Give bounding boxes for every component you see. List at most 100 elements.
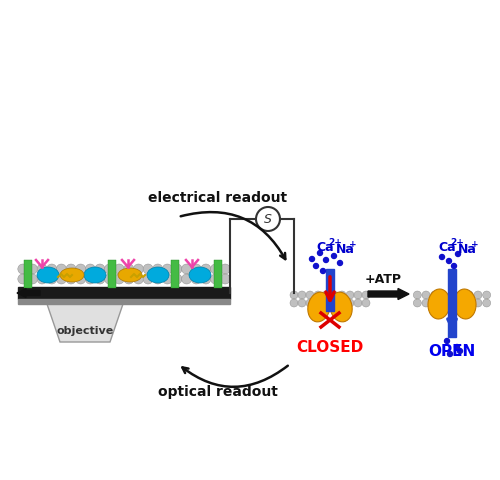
Circle shape: [454, 345, 460, 350]
FancyBboxPatch shape: [18, 288, 230, 300]
Circle shape: [182, 275, 192, 285]
Text: Ca: Ca: [438, 241, 456, 254]
Circle shape: [152, 264, 162, 275]
Circle shape: [322, 300, 330, 307]
Circle shape: [338, 261, 342, 266]
FancyBboxPatch shape: [24, 261, 32, 288]
Circle shape: [66, 275, 76, 285]
Circle shape: [182, 264, 192, 275]
Circle shape: [18, 275, 28, 285]
Circle shape: [76, 275, 86, 285]
Circle shape: [104, 264, 115, 275]
Circle shape: [124, 264, 134, 275]
Circle shape: [314, 300, 322, 307]
Circle shape: [482, 300, 490, 307]
Ellipse shape: [118, 268, 142, 282]
Text: OPEN: OPEN: [428, 344, 476, 359]
Circle shape: [474, 300, 482, 307]
Ellipse shape: [84, 267, 106, 283]
Circle shape: [290, 300, 298, 307]
Circle shape: [440, 291, 448, 300]
Circle shape: [220, 275, 230, 285]
Text: optical readout: optical readout: [158, 384, 278, 398]
Text: Ca: Ca: [316, 241, 334, 254]
Circle shape: [456, 300, 464, 307]
Text: S: S: [264, 213, 272, 226]
Text: CLOSED: CLOSED: [296, 340, 364, 355]
FancyBboxPatch shape: [448, 269, 456, 337]
Polygon shape: [47, 304, 123, 342]
Circle shape: [306, 300, 314, 307]
Circle shape: [448, 352, 452, 357]
Ellipse shape: [330, 292, 352, 322]
Circle shape: [290, 291, 298, 300]
Circle shape: [354, 291, 362, 300]
Circle shape: [152, 275, 162, 285]
Ellipse shape: [147, 267, 169, 283]
Circle shape: [28, 275, 38, 285]
Circle shape: [201, 275, 211, 285]
Circle shape: [124, 275, 134, 285]
Ellipse shape: [60, 268, 84, 282]
Circle shape: [430, 300, 438, 307]
Ellipse shape: [454, 289, 476, 319]
Text: 2+: 2+: [450, 238, 464, 247]
Circle shape: [482, 291, 490, 300]
Circle shape: [298, 291, 306, 300]
Circle shape: [318, 251, 322, 256]
Circle shape: [95, 275, 105, 285]
Text: +ATP: +ATP: [364, 273, 402, 286]
Circle shape: [95, 264, 105, 275]
Circle shape: [298, 300, 306, 307]
Circle shape: [430, 291, 438, 300]
Circle shape: [162, 264, 172, 275]
Ellipse shape: [308, 292, 330, 322]
Circle shape: [362, 300, 370, 307]
FancyBboxPatch shape: [326, 269, 334, 312]
Circle shape: [332, 254, 336, 259]
Circle shape: [466, 300, 473, 307]
Circle shape: [362, 291, 370, 300]
Circle shape: [37, 264, 47, 275]
Circle shape: [414, 291, 422, 300]
Circle shape: [46, 275, 56, 285]
Circle shape: [143, 264, 153, 275]
Circle shape: [338, 300, 346, 307]
Circle shape: [422, 291, 430, 300]
Circle shape: [414, 300, 422, 307]
Text: +: +: [349, 240, 356, 249]
Text: objective: objective: [56, 325, 114, 336]
Circle shape: [440, 300, 448, 307]
Circle shape: [456, 252, 460, 257]
Circle shape: [210, 264, 220, 275]
Ellipse shape: [428, 289, 450, 319]
Circle shape: [448, 300, 456, 307]
Circle shape: [322, 291, 330, 300]
FancyBboxPatch shape: [108, 261, 116, 288]
Circle shape: [320, 269, 326, 274]
Circle shape: [162, 275, 172, 285]
Circle shape: [456, 291, 464, 300]
Circle shape: [314, 264, 318, 269]
Text: electrical readout: electrical readout: [148, 191, 288, 204]
Ellipse shape: [37, 267, 59, 283]
Circle shape: [114, 264, 124, 275]
Ellipse shape: [189, 267, 211, 283]
Circle shape: [46, 264, 56, 275]
Circle shape: [466, 291, 473, 300]
Circle shape: [86, 264, 96, 275]
Circle shape: [56, 275, 66, 285]
Circle shape: [446, 259, 452, 264]
Circle shape: [114, 275, 124, 285]
Circle shape: [172, 264, 182, 275]
Circle shape: [220, 264, 230, 275]
Circle shape: [28, 264, 38, 275]
FancyArrow shape: [17, 289, 40, 298]
Circle shape: [76, 264, 86, 275]
Text: 2+: 2+: [328, 238, 342, 247]
Circle shape: [210, 275, 220, 285]
Text: Na: Na: [458, 243, 477, 256]
Circle shape: [172, 275, 182, 285]
Circle shape: [440, 255, 444, 260]
FancyArrow shape: [368, 289, 409, 300]
